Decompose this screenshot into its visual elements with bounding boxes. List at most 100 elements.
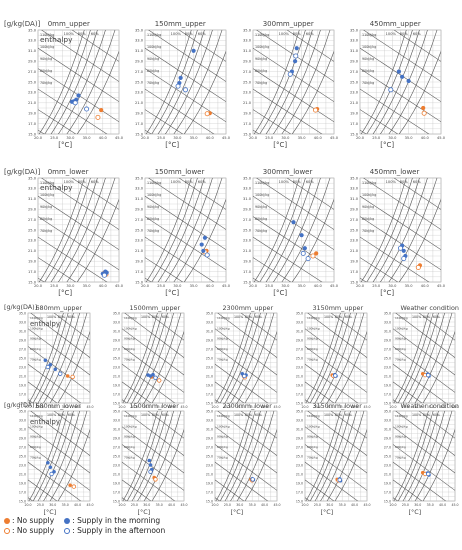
enthalpy-line bbox=[122, 381, 152, 403]
rh-label: 80% bbox=[293, 32, 302, 36]
y-tick-label: 15.0 bbox=[350, 280, 359, 284]
y-tick-label: 17.0 bbox=[384, 392, 391, 396]
enthalpy-value-label: 100kJ/kg bbox=[362, 45, 376, 49]
enthalpy-line bbox=[256, 30, 334, 82]
panel-1500mm-lower: 100% 80% 60% 110kJ/kg 100kJ/kg 90kJ/kg 80kJ/kg… bbox=[113, 402, 188, 515]
enthalpy-value-label: 100kJ/kg bbox=[362, 193, 376, 197]
rh-curve bbox=[236, 411, 275, 501]
enthalpy-value-label: 80kJ/kg bbox=[255, 69, 267, 73]
enthalpy-line bbox=[393, 178, 441, 210]
rh-curve bbox=[281, 30, 331, 134]
y-tick-label: 29.0 bbox=[19, 436, 26, 440]
y-tick-label: 31.0 bbox=[384, 427, 391, 431]
rh-curve bbox=[398, 51, 441, 134]
point-supply-am bbox=[400, 74, 405, 79]
x-tick-label: 35.0 bbox=[249, 405, 256, 409]
rh-curve bbox=[388, 178, 438, 282]
rh-curve bbox=[334, 331, 367, 403]
y-tick-label: 15.0 bbox=[350, 132, 359, 136]
y-tick-label: 17.0 bbox=[135, 270, 144, 274]
x-tick-label: 40.0 bbox=[351, 503, 358, 507]
enthalpy-line bbox=[253, 47, 334, 102]
enthalpy-value-label: 70kJ/kg bbox=[30, 455, 41, 459]
panel-weather-condition: 100% 80% 60% 110kJ/kg 100kJ/kg 90kJ/kg 80kJ/kg… bbox=[384, 402, 459, 515]
rh-curve bbox=[76, 51, 119, 134]
rh-curve bbox=[334, 429, 367, 501]
y-tick-label: 25.0 bbox=[296, 454, 303, 458]
rh-label: 60% bbox=[198, 32, 207, 36]
y-tick-label: 31.0 bbox=[206, 329, 213, 333]
rh-label: 60% bbox=[255, 413, 262, 417]
x-axis-unit: [°C] bbox=[380, 141, 394, 149]
y-tick-label: 27.0 bbox=[135, 218, 144, 222]
enthalpy-value-label: 110kJ/kg bbox=[395, 316, 408, 320]
rh-curve bbox=[320, 411, 357, 501]
point-supply-am bbox=[291, 220, 296, 225]
rh-curve bbox=[230, 411, 267, 501]
rh-curve bbox=[219, 411, 256, 501]
rh-label: 60% bbox=[306, 180, 315, 184]
enthalpy-value-label: 70kJ/kg bbox=[255, 81, 267, 85]
enthalpy-value-label: 110kJ/kg bbox=[217, 316, 230, 320]
enthalpy-value-label: 70kJ/kg bbox=[217, 357, 228, 361]
enthalpy-line bbox=[28, 479, 58, 501]
x-axis-unit: [°C] bbox=[273, 289, 287, 297]
plot-area bbox=[38, 178, 119, 282]
point-supply-am bbox=[178, 75, 183, 80]
rh-curve bbox=[28, 313, 64, 403]
y-tick-label: 31.0 bbox=[135, 49, 144, 53]
y-tick-label: 15.0 bbox=[243, 280, 252, 284]
rh-label: 60% bbox=[91, 180, 100, 184]
x-tick-label: 35.0 bbox=[83, 284, 92, 288]
y-tick-label: 33.0 bbox=[19, 418, 26, 422]
rh-label: 100% bbox=[324, 413, 333, 417]
x-tick-label: 20.0 bbox=[211, 405, 218, 409]
rh-label: 100% bbox=[64, 32, 75, 36]
rh-curve bbox=[57, 30, 106, 134]
rh-curve bbox=[183, 199, 226, 282]
enthalpy-value-label: 80kJ/kg bbox=[362, 69, 374, 73]
plot-area bbox=[215, 411, 277, 501]
enthalpy-value-label: 80kJ/kg bbox=[217, 445, 228, 449]
rh-curve bbox=[366, 30, 413, 134]
enthalpy-line bbox=[38, 109, 77, 134]
rh-curve bbox=[397, 313, 434, 403]
enthalpy-value-label: 100kJ/kg bbox=[40, 193, 54, 197]
x-axis-unit: [°C] bbox=[231, 508, 244, 515]
point-no-supply-am bbox=[314, 251, 319, 256]
y-tick-label: 27.0 bbox=[350, 218, 359, 222]
x-tick-label: 40.0 bbox=[99, 136, 108, 140]
y-tick-label: 27.0 bbox=[28, 218, 37, 222]
rh-curve bbox=[131, 411, 168, 501]
enthalpy-value-label: 70kJ/kg bbox=[307, 357, 318, 361]
point-supply-am bbox=[48, 465, 53, 470]
rh-curve bbox=[244, 331, 277, 403]
x-tick-label: 45.0 bbox=[273, 405, 280, 409]
x-tick-label: 35.0 bbox=[298, 136, 307, 140]
rh-curve bbox=[38, 178, 85, 282]
y-tick-label: 17.0 bbox=[384, 490, 391, 494]
rh-label: 100% bbox=[386, 32, 397, 36]
x-tick-label: 35.0 bbox=[190, 284, 199, 288]
y-tick-label: 15.0 bbox=[296, 401, 303, 405]
enthalpy-axis-label: enthalpy bbox=[40, 183, 73, 192]
panel-3150mm-lower: 100% 80% 60% 110kJ/kg 100kJ/kg 90kJ/kg 80kJ/kg… bbox=[296, 402, 371, 515]
plot-area bbox=[393, 313, 455, 403]
y-tick-label: 29.0 bbox=[206, 436, 213, 440]
y-tick-label: 21.0 bbox=[243, 249, 252, 253]
rh-curve bbox=[265, 178, 313, 282]
plot-area bbox=[215, 313, 277, 403]
enthalpy-line bbox=[360, 195, 441, 250]
x-tick-label: 40.0 bbox=[261, 405, 268, 409]
rh-curve bbox=[66, 30, 116, 134]
y-tick-label: 25.0 bbox=[28, 80, 37, 84]
y-tick-label: 33.0 bbox=[243, 187, 252, 191]
rh-curve bbox=[422, 331, 455, 403]
panel-title: 2300mm_lower bbox=[222, 402, 272, 410]
point-no-supply-pm bbox=[313, 107, 319, 113]
enthalpy-value-label: 100kJ/kg bbox=[255, 193, 269, 197]
x-tick-label: 25.0 bbox=[37, 405, 44, 409]
rh-curve bbox=[44, 178, 91, 282]
rh-curve bbox=[43, 411, 80, 501]
x-tick-label: 45.0 bbox=[437, 284, 446, 288]
